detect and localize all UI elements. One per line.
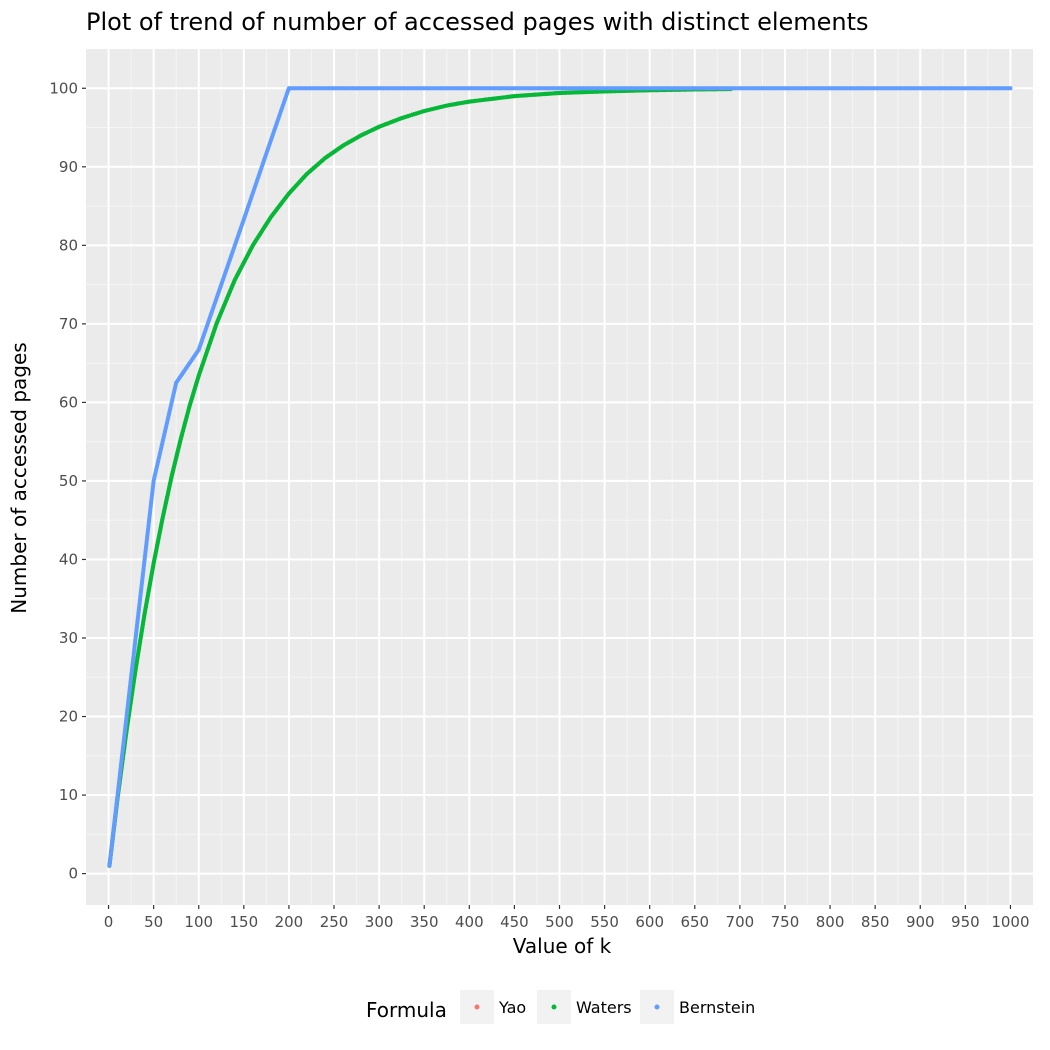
x-axis: 0 50 100 150 200 250 300 350 400 450 500 550 600 650 7… [104,905,1030,931]
x-tick-label: 0 [104,913,114,931]
y-tick-label: 30 [59,629,78,647]
x-axis-title: Value of k [513,934,612,958]
y-tick-label: 50 [59,472,78,490]
x-tick-label: 50 [144,913,163,931]
legend-label-bernstein: Bernstein [679,998,755,1017]
x-tick-label: 350 [410,913,439,931]
x-tick-label: 800 [816,913,845,931]
x-tick-label: 500 [545,913,574,931]
legend-title: Formula [366,998,447,1022]
y-tick-label: 60 [59,393,78,411]
legend-label-yao: Yao [498,998,526,1017]
legend: Formula Yao Waters Bernstein [366,990,755,1024]
y-tick-label: 100 [49,79,78,97]
y-tick-label: 20 [59,708,78,726]
x-tick-label: 950 [951,913,980,931]
x-tick-label: 550 [590,913,619,931]
x-tick-label: 650 [680,913,709,931]
legend-marker-bernstein [654,1004,660,1010]
x-tick-label: 300 [365,913,394,931]
y-tick-label: 90 [59,158,78,176]
x-tick-label: 200 [275,913,304,931]
x-tick-label: 250 [320,913,349,931]
legend-label-waters: Waters [576,998,632,1017]
y-axis-title: Number of accessed pages [7,342,31,613]
legend-marker-yao [474,1004,480,1010]
chart-title: Plot of trend of number of accessed page… [86,8,869,36]
y-tick-label: 0 [68,865,78,883]
x-tick-label: 900 [906,913,935,931]
x-tick-label: 850 [861,913,890,931]
grid-major [86,49,1033,905]
y-tick-label: 80 [59,236,78,254]
x-tick-label: 750 [771,913,800,931]
bernstein-point [1008,86,1013,91]
y-tick-label: 40 [59,550,78,568]
x-tick-label: 450 [500,913,529,931]
series-layer [107,86,1013,868]
y-tick-label: 70 [59,315,78,333]
x-tick-label: 400 [455,913,484,931]
y-tick-label: 10 [59,786,78,804]
x-tick-label: 100 [184,913,213,931]
legend-marker-waters [551,1004,557,1010]
x-tick-label: 700 [726,913,755,931]
x-tick-label: 1000 [991,913,1029,931]
x-tick-label: 600 [635,913,664,931]
series-bernstein [107,86,1013,868]
y-axis: 0 10 20 30 40 50 60 70 80 90 100 [49,79,86,883]
x-tick-label: 150 [230,913,259,931]
